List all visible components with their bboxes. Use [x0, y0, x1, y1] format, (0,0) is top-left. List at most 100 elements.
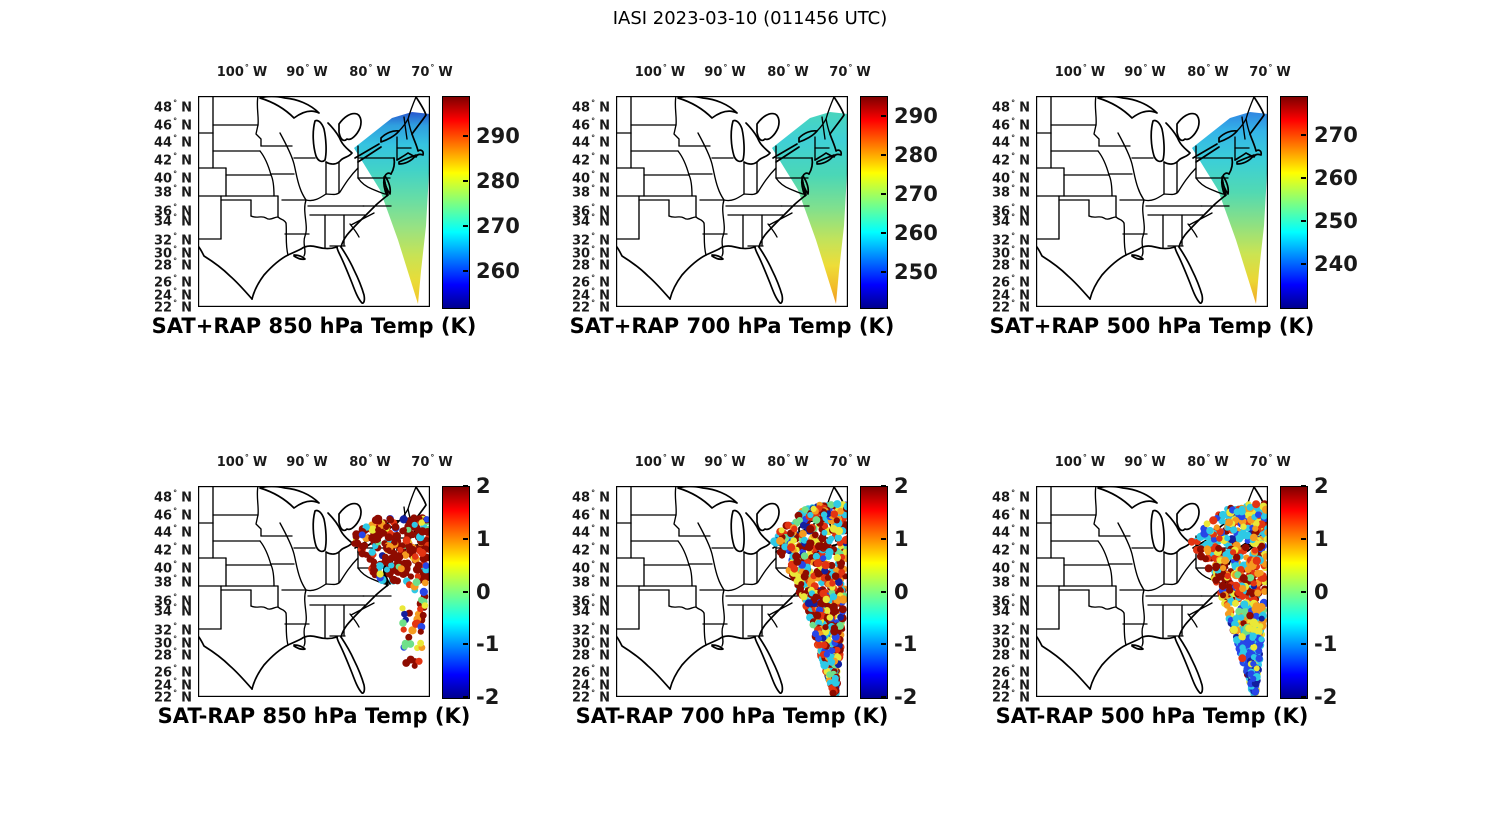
colorbar-tick-value: 270: [894, 181, 938, 206]
lat-tick-label: 40° N: [992, 169, 1030, 187]
colorbar-tick-mark: [1301, 133, 1306, 136]
lat-tick-label: 28° N: [572, 256, 610, 274]
map-panel: 100° W 90° W 80° W 70° W 48° N 46° N 44° N 42° N 40° N 38…: [536, 436, 968, 748]
colorbar-tick-mark: [1301, 537, 1306, 540]
lat-tick-label: 38° N: [992, 183, 1030, 201]
colorbar-tick-value: 280: [476, 169, 520, 194]
colorbar-tick-value: -2: [1314, 685, 1338, 709]
lon-tick-label: 100° W: [1054, 63, 1106, 80]
us-map: [616, 486, 848, 697]
map-frame: [198, 96, 430, 307]
lat-tick-label: 48° N: [154, 98, 192, 116]
colorbar-tick-mark: [881, 485, 886, 487]
colorbar: [860, 486, 888, 699]
colorbar-tick-mark: [1301, 696, 1306, 698]
lat-tick-label: 30° N: [572, 634, 610, 652]
lat-tick-label: 46° N: [992, 116, 1030, 134]
colorbar-tick-mark: [881, 643, 886, 646]
colorbar-tick-value: 260: [894, 220, 938, 245]
lat-tick-label: 40° N: [572, 169, 610, 187]
lon-tick-label: 90° W: [286, 63, 328, 80]
colorbar: [442, 486, 470, 699]
lat-tick-label: 24° N: [992, 286, 1030, 304]
lon-tick-label: 80° W: [767, 453, 809, 470]
lat-tick-label: 42° N: [992, 541, 1030, 559]
colorbar: [860, 96, 888, 309]
lat-tick-label: 38° N: [154, 573, 192, 591]
lat-tick-label: 28° N: [154, 646, 192, 664]
panel-title: SAT+RAP 700 hPa Temp (K): [569, 314, 895, 338]
state-borders: [1036, 96, 1255, 257]
map-panel: 100° W 90° W 80° W 70° W 48° N 46° N 44° N 42° N 40° N 38…: [956, 436, 1388, 748]
colorbar-tick-mark: [463, 485, 468, 487]
colorbar-tick-mark: [463, 225, 468, 228]
map-frame: [1036, 96, 1268, 307]
lon-tick-label: 90° W: [704, 63, 746, 80]
lat-tick-label: 42° N: [572, 151, 610, 169]
lat-tick-label: 24° N: [154, 676, 192, 694]
lon-tick-label: 80° W: [349, 453, 391, 470]
map-frame: [616, 96, 848, 307]
lat-tick-label: 26° N: [572, 663, 610, 681]
lon-tick-label: 90° W: [1124, 63, 1166, 80]
lat-tick-label: 22° N: [992, 688, 1030, 706]
colorbar-tick-mark: [463, 696, 468, 698]
lat-tick-label: 46° N: [154, 116, 192, 134]
lon-tick-label: 100° W: [216, 453, 268, 470]
colorbar-tick-mark: [881, 590, 886, 593]
colorbar-tick-mark: [463, 270, 468, 273]
lat-tick-label: 48° N: [572, 98, 610, 116]
map-panel: 100° W 90° W 80° W 70° W 48° N 46° N 44° N 42° N 40° N 38…: [118, 436, 550, 748]
colorbar-tick-mark: [881, 537, 886, 540]
us-map: [198, 486, 430, 697]
lat-tick-label: 22° N: [154, 688, 192, 706]
lon-tick-label: 70° W: [829, 63, 871, 80]
lat-tick-label: 36° N: [572, 592, 610, 610]
lon-tick-label: 100° W: [634, 453, 686, 470]
lat-tick-label: 32° N: [572, 231, 610, 249]
lat-tick-label: 34° N: [992, 602, 1030, 620]
lat-tick-label: 32° N: [992, 231, 1030, 249]
lon-tick-label: 80° W: [1187, 453, 1229, 470]
map-panel: 100° W 90° W 80° W 70° W 48° N 46° N 44° N 42° N 40° N 38…: [536, 46, 968, 358]
lat-tick-label: 48° N: [992, 488, 1030, 506]
colorbar-tick-mark: [463, 590, 468, 593]
colorbar-tick-value: 290: [476, 124, 520, 149]
lon-tick-label: 70° W: [829, 453, 871, 470]
colorbar-tick-value: 280: [894, 142, 938, 167]
colorbar-tick-value: 1: [894, 526, 909, 551]
lat-tick-label: 32° N: [154, 231, 192, 249]
colorbar-tick-value: -2: [894, 685, 918, 709]
lon-tick-label: 70° W: [1249, 63, 1291, 80]
lon-tick-label: 80° W: [1187, 63, 1229, 80]
lat-tick-label: 28° N: [992, 646, 1030, 664]
lat-tick-label: 44° N: [992, 523, 1030, 541]
lat-tick-label: 40° N: [572, 559, 610, 577]
lat-tick-label: 44° N: [992, 133, 1030, 151]
lat-tick-label: 44° N: [154, 133, 192, 151]
lat-tick-label: 22° N: [572, 688, 610, 706]
satellite-swath: [1192, 112, 1268, 304]
colorbar-tick-value: -1: [894, 632, 918, 657]
lat-tick-label: 32° N: [154, 621, 192, 639]
us-map: [1036, 96, 1268, 307]
coastline: [1036, 96, 1265, 304]
us-map: [198, 96, 430, 307]
lat-tick-label: 28° N: [572, 646, 610, 664]
lat-tick-label: 46° N: [992, 506, 1030, 524]
colorbar-tick-value: 260: [1314, 165, 1358, 190]
colorbar-tick-value: 2: [1314, 474, 1329, 498]
lon-tick-label: 80° W: [349, 63, 391, 80]
panel-title: SAT-RAP 700 hPa Temp (K): [575, 704, 889, 728]
lat-tick-label: 30° N: [154, 634, 192, 652]
colorbar-tick-mark: [1301, 219, 1306, 222]
colorbar: [1280, 486, 1308, 699]
lat-tick-label: 44° N: [572, 133, 610, 151]
satellite-swath: [354, 112, 430, 304]
lon-tick-label: 70° W: [1249, 453, 1291, 470]
colorbar-tick-mark: [463, 537, 468, 540]
lon-tick-label: 70° W: [411, 63, 453, 80]
lon-tick-label: 90° W: [1124, 453, 1166, 470]
colorbar-tick-mark: [1301, 485, 1306, 487]
